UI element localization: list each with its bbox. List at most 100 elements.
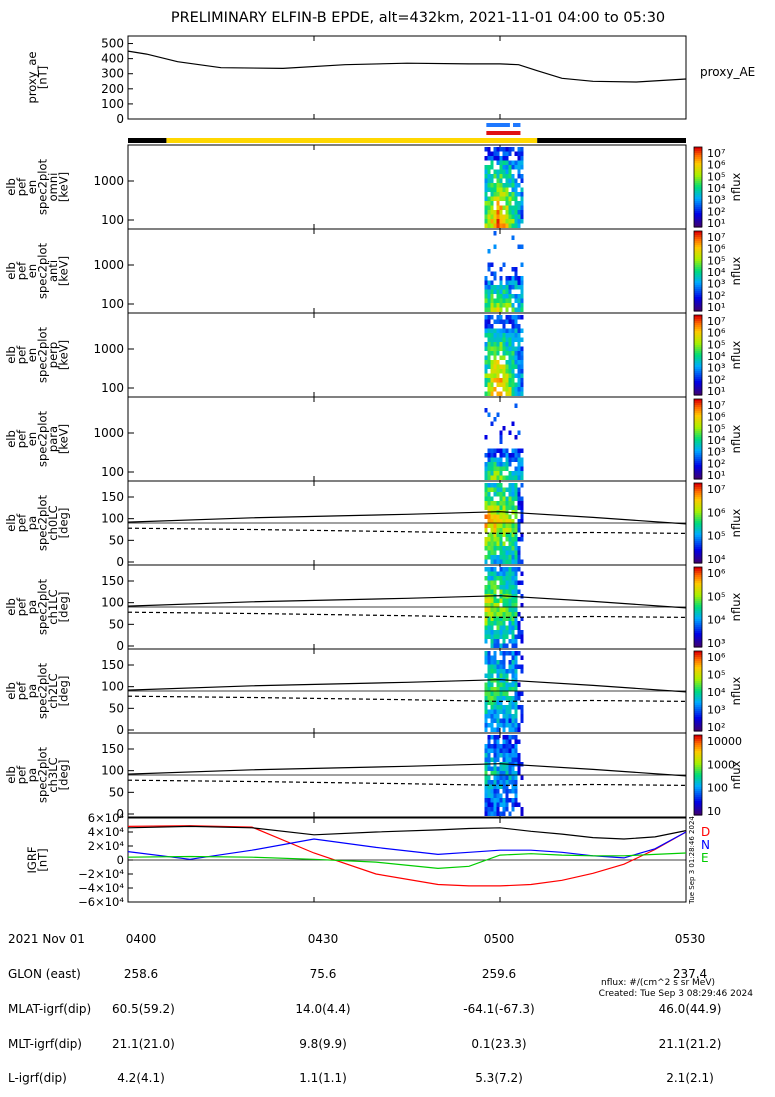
spectrogram-cell (499, 210, 503, 215)
spectrogram-cell (484, 598, 488, 603)
colorbar-segment (694, 567, 702, 570)
proxy-ae-y-label: proxy_ae (25, 52, 39, 104)
colorbar-segment (694, 159, 702, 162)
spectrogram-cell (502, 475, 506, 480)
spectrogram-cell (493, 466, 497, 471)
spectrogram-cell (496, 630, 500, 635)
spectrogram-cell (493, 643, 497, 648)
spectrogram-cell (517, 492, 521, 497)
spectrogram-cell (505, 369, 509, 374)
spectrogram-cell (520, 160, 524, 165)
spectrogram-cell (514, 223, 518, 228)
colorbar-segment (694, 707, 702, 710)
spectrogram-cell (517, 214, 521, 219)
spectrogram-cell (505, 780, 509, 785)
spectrogram-cell (511, 235, 515, 240)
spectrogram-cell (487, 630, 491, 635)
spectrogram-cell (484, 214, 488, 219)
spectrogram-cell (499, 298, 503, 303)
spectrogram-cell (484, 718, 488, 723)
spectrogram-cell (490, 766, 494, 771)
colorbar-segment (694, 335, 702, 338)
spectrogram-cell (487, 700, 491, 705)
colorbar-tick-label: 10⁷ (707, 315, 725, 328)
spectrogram-cell (493, 328, 497, 333)
spectrogram-cell (514, 483, 518, 488)
spectrogram-cell (502, 351, 506, 356)
spectrogram-cell (496, 598, 500, 603)
colorbar-segment (694, 675, 702, 678)
spectrogram-cell (514, 696, 518, 701)
spectrogram-cell (484, 625, 488, 630)
spectrogram-cell (514, 555, 518, 560)
spectrogram-cell (511, 165, 515, 170)
spectrogram-cell (490, 462, 494, 467)
spectrogram-cell (502, 576, 506, 581)
spectrogram-cell (499, 267, 503, 272)
spectrogram-cell (511, 285, 515, 290)
spectrogram-cell (484, 342, 488, 347)
spectrogram-cell (487, 391, 491, 396)
spectrogram-cell (493, 691, 497, 696)
spectrogram-cell (505, 744, 509, 749)
spectrogram-cell (505, 523, 509, 528)
spectrogram-cell (505, 735, 509, 740)
spectrogram-cell (496, 466, 500, 471)
spectrogram-cell (511, 328, 515, 333)
colorbar-segment (694, 245, 702, 248)
spectrogram-cell (505, 196, 509, 201)
colorbar-tick-label: 10¹ (707, 217, 725, 230)
colorbar-segment (694, 437, 702, 440)
spectrogram-cell (499, 165, 503, 170)
spectrogram-cell (487, 337, 491, 342)
spectrogram-cell (505, 192, 509, 197)
spectrogram-cell (502, 639, 506, 644)
spectrogram-cell (502, 546, 506, 551)
spectrogram-cell (493, 616, 497, 621)
spectrogram-cell (511, 378, 515, 383)
spectrogram-cell (493, 607, 497, 612)
colorbar-segment (694, 793, 702, 796)
spectrogram-cell (493, 501, 497, 506)
colorbar-segment (694, 795, 702, 798)
spectrogram-cell (514, 546, 518, 551)
colorbar-segment (694, 673, 702, 676)
colorbar-segment (694, 321, 702, 324)
spectrogram-cell (520, 187, 524, 192)
spectrogram-cell (508, 537, 512, 542)
spectrogram-cell (514, 351, 518, 356)
spectrogram-cell (493, 589, 497, 594)
spectrogram-cell (514, 802, 518, 807)
spectrogram-cell (517, 537, 521, 542)
colorbar-segment (694, 375, 702, 378)
spectrogram-cell (490, 187, 494, 192)
spectrogram-cell (511, 546, 515, 551)
footer-label-l: L-igrf(dip) (8, 1071, 67, 1086)
spectrogram-cell (502, 298, 506, 303)
colorbar-segment (694, 517, 702, 520)
footer-cell: 60.5(59.2) (112, 1001, 175, 1016)
spectrogram-cell (493, 780, 497, 785)
spectrogram-cell (502, 757, 506, 762)
spectrogram-cell (508, 378, 512, 383)
colorbar-segment (694, 513, 702, 516)
spectrogram-cell (490, 201, 494, 206)
spectrogram-cell (499, 571, 503, 576)
colorbar-segment (694, 571, 702, 574)
spectrogram-cell (499, 696, 503, 701)
colorbar-tick-label: 10² (707, 457, 725, 470)
spectrogram-cell (499, 664, 503, 669)
colorbar-segment (694, 509, 702, 512)
colorbar-segment (694, 769, 702, 772)
pitch-y-label: ch0LC (46, 505, 60, 540)
spectrogram-cell (490, 718, 494, 723)
spectrogram-cell (496, 603, 500, 608)
spectrogram-cell (517, 360, 521, 365)
spectrogram-cell (499, 753, 503, 758)
energy-y-tick-label: 1000 (93, 426, 124, 440)
spectrogram-cell (511, 532, 515, 537)
spectrogram-cell (505, 784, 509, 789)
spectrogram-cell (490, 691, 494, 696)
colorbar-segment (694, 215, 702, 218)
spectrogram-cell (514, 612, 518, 617)
